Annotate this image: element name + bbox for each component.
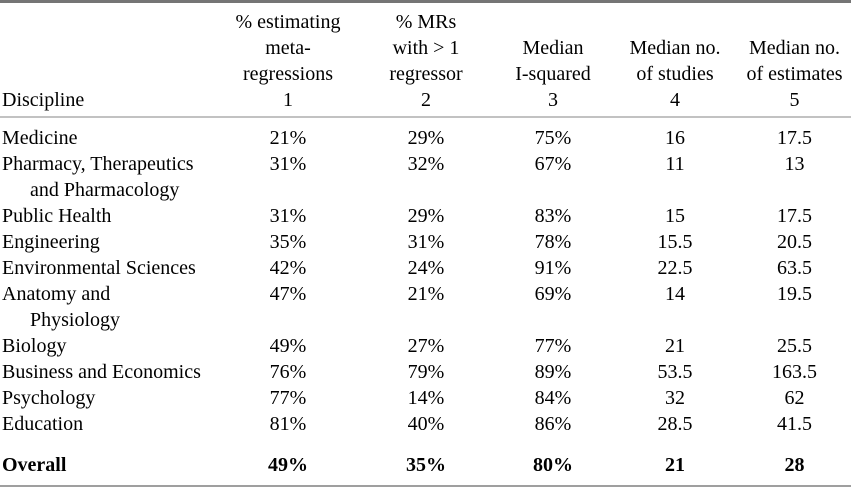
table-row-psychology: Psychology 77% 14% 84% 32 62 [0,385,851,411]
value-cell: 21% [407,283,445,305]
column-number: 5 [789,89,800,111]
discipline-cell: Business and Economics [2,361,201,383]
table-row-public-health: Public Health 31% 29% 83% 15 17.5 [0,203,851,229]
value-cell: 25.5 [777,335,812,357]
value-cell: 47% [269,283,307,305]
discipline-cell: Education [2,413,84,435]
value-cell: 77% [534,335,572,357]
discipline-cell: Overall [2,454,67,476]
column-header-median-i-squared: Median I-squared 3 [494,1,612,118]
value-cell: 67% [534,153,572,175]
table-row-environmental-sciences: Environmental Sciences 42% 24% 91% 22.5 … [0,255,851,281]
value-cell: 40% [407,413,445,435]
column-header-median-studies: Median no. of studies 4 [612,1,738,118]
value-cell: 86% [534,413,572,435]
value-cell: 31% [269,205,307,227]
value-cell: 15 [665,205,685,227]
value-cell: 21% [269,127,307,149]
value-cell: 80% [533,454,573,476]
value-cell: 31% [407,231,445,253]
value-cell: 89% [534,361,572,383]
discipline-cell: Psychology [2,387,96,409]
table-row-anatomy-physiology: Anatomy and Physiology 47% 21% 69% 14 19… [0,281,851,333]
column-number: 3 [548,89,558,111]
value-cell: 21 [665,335,685,357]
discipline-cell: Environmental Sciences [2,257,196,279]
value-cell: 15.5 [657,231,693,253]
value-cell: 16 [665,127,685,149]
value-cell: 28 [784,454,805,476]
value-cell: 75% [534,127,572,149]
column-header-label: Median I-squared [515,37,591,85]
value-cell: 13 [784,153,805,175]
value-cell: 69% [534,283,572,305]
value-cell: 49% [269,335,307,357]
value-cell: 83% [534,205,572,227]
table-row-biology: Biology 49% 27% 77% 21 25.5 [0,333,851,359]
column-number: 2 [421,89,431,111]
table-row-medicine: Medicine 21% 29% 75% 16 17.5 [0,117,851,151]
column-header-median-estimates: Median no. of estimates 5 [738,1,851,118]
column-number: 1 [283,89,293,111]
discipline-cell: Anatomy and Physiology [2,283,121,331]
column-header-label: Median no. of studies [629,37,721,85]
value-cell: 42% [269,257,307,279]
discipline-cell: Public Health [2,205,112,227]
value-cell: 11 [665,153,685,175]
value-cell: 81% [269,413,307,435]
column-header-meta-regressions: % estimating meta- regressions 1 [218,1,358,118]
value-cell: 49% [268,454,308,476]
discipline-cell: Biology [2,335,67,357]
value-cell: 29% [407,205,445,227]
discipline-cell: Medicine [2,127,78,149]
value-cell: 27% [407,335,445,357]
value-cell: 19.5 [777,283,812,305]
value-cell: 62 [784,387,805,409]
value-cell: 35% [406,454,446,476]
value-cell: 21 [665,454,685,476]
value-cell: 22.5 [657,257,693,279]
value-cell: 32 [665,387,685,409]
value-cell: 63.5 [777,257,812,279]
value-cell: 77% [269,387,307,409]
value-cell: 14 [665,283,685,305]
value-cell: 31% [269,153,307,175]
column-header-label: % MRs with > 1 regressor [389,11,463,85]
value-cell: 17.5 [777,127,812,149]
table-row-engineering: Engineering 35% 31% 78% 15.5 20.5 [0,229,851,255]
value-cell: 28.5 [657,413,693,435]
value-cell: 78% [534,231,572,253]
header-row: Discipline % estimating meta- regression… [0,1,851,118]
value-cell: 32% [407,153,445,175]
column-header-label: % estimating meta- regressions [235,11,341,85]
value-cell: 79% [407,361,445,383]
discipline-cell: Engineering [2,231,100,253]
table-row-pharmacy: Pharmacy, Therapeutics and Pharmacology … [0,151,851,203]
value-cell: 163.5 [772,361,817,383]
value-cell: 29% [407,127,445,149]
value-cell: 35% [269,231,307,253]
discipline-cell: Pharmacy, Therapeutics and Pharmacology [2,153,194,201]
value-cell: 41.5 [777,413,812,435]
column-header-label: Median no. of estimates [746,37,843,85]
table-row-education: Education 81% 40% 86% 28.5 41.5 [0,411,851,437]
column-number: 4 [670,89,680,111]
table-row-overall: Overall 49% 35% 80% 21 28 [0,437,851,486]
value-cell: 14% [407,387,445,409]
value-cell: 53.5 [657,361,693,383]
value-cell: 76% [269,361,307,383]
table-row-business-economics: Business and Economics 76% 79% 89% 53.5 … [0,359,851,385]
column-header-mrs-regressor: % MRs with > 1 regressor 2 [358,1,494,118]
value-cell: 84% [534,387,572,409]
value-cell: 91% [534,257,572,279]
value-cell: 24% [407,257,445,279]
column-header-discipline: Discipline [0,1,218,118]
value-cell: 20.5 [777,231,812,253]
value-cell: 17.5 [777,205,812,227]
